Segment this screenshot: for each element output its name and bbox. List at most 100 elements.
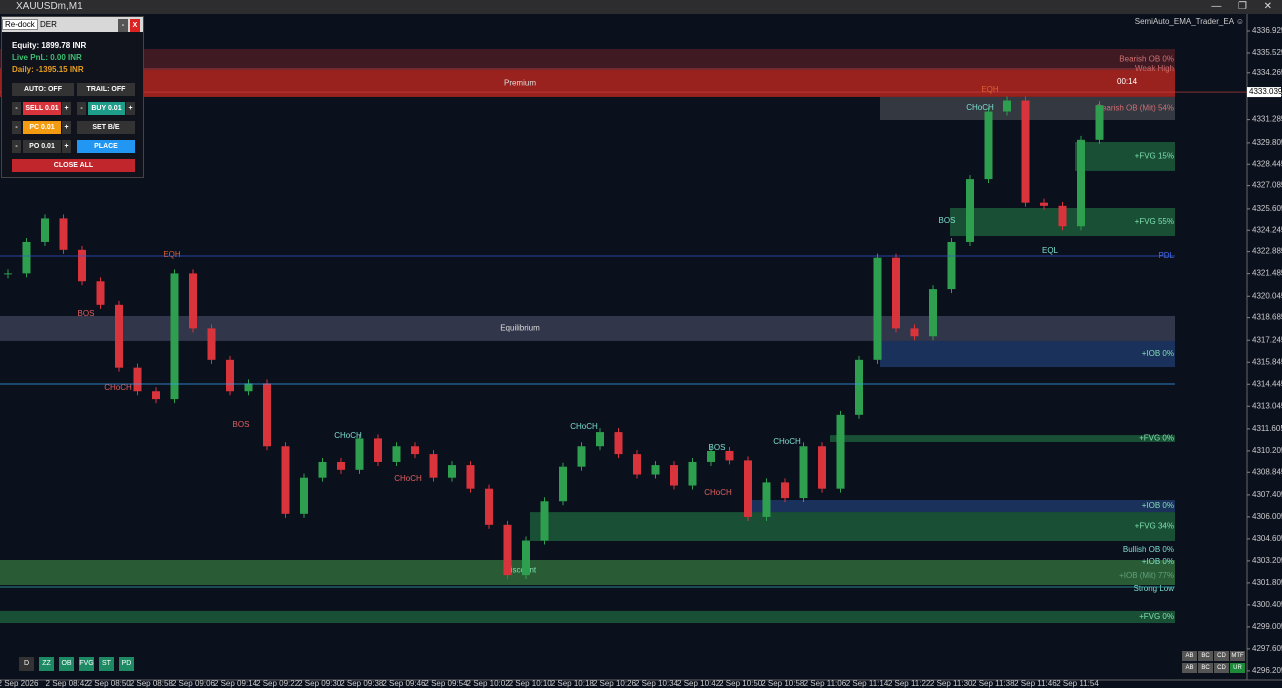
minus-button[interactable]: - (12, 121, 21, 134)
annotation: Strong Low (1134, 584, 1175, 593)
zone-label: +IOB 0% (1142, 501, 1174, 510)
toolbar-button[interactable]: BC (1198, 651, 1213, 661)
candle (929, 289, 937, 337)
plus-button[interactable]: + (126, 102, 135, 115)
x-tick-label: 2 Sep 10:50 (719, 679, 763, 688)
candle (466, 465, 475, 489)
pc-button[interactable]: PC 0.01 (23, 121, 61, 134)
y-tick-label: 4318.685 (1252, 313, 1282, 322)
y-tick-label: 4308.845 (1252, 467, 1282, 476)
zone-label: +FVG 15% (1135, 152, 1174, 161)
place-button[interactable]: PLACE (77, 140, 135, 153)
candle (281, 446, 290, 514)
trade-panel: Re-dock DER - X Equity: 1899.78 INR Live… (1, 16, 144, 178)
minus-button[interactable]: - (12, 140, 21, 153)
zone (0, 560, 1175, 586)
x-tick-label: 2 Sep 08:58 (130, 679, 174, 688)
panel-title: DER (40, 20, 57, 29)
annotation: CHoCH (773, 437, 801, 446)
toolbar-button[interactable]: PD (119, 657, 134, 671)
candle (429, 454, 438, 478)
toolbar-button[interactable]: ST (99, 657, 114, 671)
candle (226, 359, 234, 392)
candle (1095, 105, 1104, 140)
candle (818, 446, 826, 489)
plus-button[interactable]: + (62, 121, 71, 134)
chart: Bearish OB 0% Premium Bearish OB (Mit) 54%… (0, 14, 1282, 688)
panel-header: Re-dock DER (2, 17, 143, 32)
candle (855, 359, 863, 415)
close-all-button[interactable]: CLOSE ALL (12, 159, 135, 172)
x-tick-label: 2 Sep 09:30 (298, 679, 342, 688)
y-tick-label: 4315.845 (1252, 357, 1282, 366)
candle (337, 461, 345, 470)
candle (485, 488, 493, 525)
po-button[interactable]: PO 0.01 (23, 140, 61, 153)
x-tick-label: 2 Sep 10:26 (593, 679, 637, 688)
y-tick-label: 4304.605 (1252, 534, 1282, 543)
annotation: EQL (1042, 246, 1059, 255)
y-tick-label: 4313.045 (1252, 401, 1282, 410)
annotation: Bullish OB 0% (1123, 545, 1174, 554)
toolbar-button[interactable]: AB (1182, 663, 1197, 673)
price-tag-label: 4333.039 (1249, 87, 1282, 96)
toolbar-button[interactable]: BC (1198, 663, 1213, 673)
y-tick-label: 4324.245 (1252, 225, 1282, 234)
minimize-button[interactable]: - (118, 19, 128, 32)
y-tick-label: 4296.205 (1252, 666, 1282, 675)
toolbar-button[interactable]: CD (1214, 663, 1229, 673)
y-tick-label: 4303.205 (1252, 556, 1282, 565)
plus-button[interactable]: + (62, 102, 71, 115)
toolbar-button[interactable]: AB (1182, 651, 1197, 661)
minus-button[interactable]: - (12, 102, 21, 115)
annotation: BOS (709, 443, 726, 452)
toolbar-button[interactable]: MTF (1230, 651, 1245, 661)
toolbar-button[interactable]: ZZ (39, 657, 54, 671)
annotation: +IOB (Mit) 77% (1119, 571, 1174, 580)
plus-button[interactable]: + (62, 140, 71, 153)
candle (1021, 100, 1030, 203)
redock-button[interactable]: Re-dock (2, 19, 38, 30)
candle (633, 454, 641, 475)
sell-button[interactable]: SELL 0.01 (23, 102, 61, 115)
y-tick-label: 4307.405 (1252, 490, 1282, 499)
x-tick-label: 2 Sep 09:46 (382, 679, 426, 688)
y-tick-label: 4314.445 (1252, 379, 1282, 388)
toolbar-button[interactable]: CD (1214, 651, 1229, 661)
ea-name: SemiAuto_EMA_Trader_EA ☺ (1135, 17, 1244, 26)
close-button[interactable]: X (130, 19, 140, 32)
y-tick-label: 4335.525 (1252, 48, 1282, 57)
toolbar-button[interactable]: OB (59, 657, 74, 671)
candle (263, 383, 271, 447)
candle (448, 465, 456, 478)
toolbar-button[interactable]: UR (1230, 663, 1245, 673)
set-be-button[interactable]: SET B/E (77, 121, 135, 134)
candle (207, 328, 216, 360)
buy-button[interactable]: BUY 0.01 (88, 102, 125, 115)
toolbar-button[interactable]: D (19, 657, 34, 671)
x-tick-label: 2 Sep 10:10 (509, 679, 553, 688)
zone-label: Discount (505, 566, 537, 575)
daily: Daily: -1395.15 INR (12, 65, 84, 74)
zone-label: Bearish OB 0% (1119, 55, 1174, 64)
candle (707, 450, 715, 462)
candle (688, 461, 697, 486)
candle (651, 465, 660, 475)
candle (4, 273, 12, 275)
x-tick-label: 2 Sep 11:22 (888, 679, 931, 688)
x-tick-label: 2 Sep 10:58 (761, 679, 805, 688)
candle (596, 432, 604, 447)
window-controls[interactable]: — ❐ ✕ (1211, 1, 1272, 12)
toolbar-button[interactable]: FVG (79, 657, 94, 671)
x-tick-label: 2 Sep 09:38 (340, 679, 384, 688)
x-tick-label: 2 Sep 10:18 (551, 679, 595, 688)
candle (762, 482, 771, 517)
zone (745, 499, 1175, 513)
candle (1003, 100, 1011, 112)
auto-button[interactable]: AUTO: OFF (12, 83, 74, 96)
candle (781, 482, 789, 499)
minus-button[interactable]: - (77, 102, 86, 115)
trail-button[interactable]: TRAIL: OFF (77, 83, 135, 96)
y-tick-label: 4297.605 (1252, 644, 1282, 653)
